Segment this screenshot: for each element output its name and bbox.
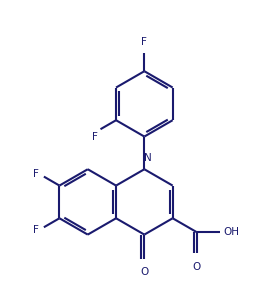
- Text: F: F: [142, 37, 147, 47]
- Text: N: N: [144, 153, 152, 163]
- Text: F: F: [33, 169, 39, 179]
- Text: OH: OH: [223, 227, 239, 237]
- Text: O: O: [140, 267, 148, 277]
- Text: F: F: [92, 132, 98, 142]
- Text: O: O: [193, 262, 201, 271]
- Text: F: F: [33, 225, 39, 235]
